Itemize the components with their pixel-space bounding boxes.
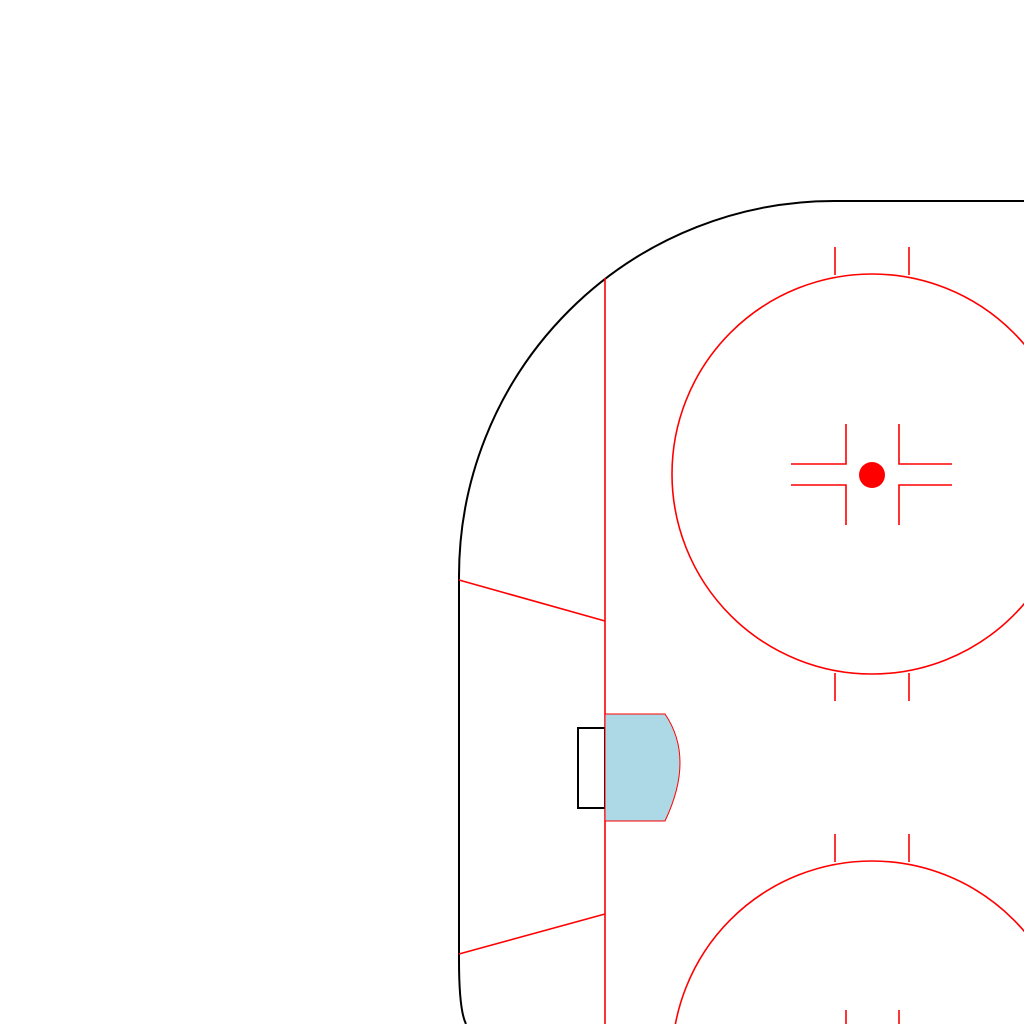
trapezoid-line-lower: [458, 913, 606, 955]
trapezoid-line-upper: [458, 579, 606, 622]
faceoff-circle-lower: [674, 860, 1024, 1024]
hash-marks-upper-circle: [834, 247, 910, 701]
goal-net: [577, 727, 606, 809]
faceoff-spot-markings-upper: [791, 424, 952, 525]
faceoff-circle-upper: [671, 273, 1024, 675]
rink-boards: [458, 199, 1024, 1024]
faceoff-spot-upper: [859, 462, 885, 488]
faceoff-spot-markings-lower: [845, 1010, 900, 1024]
goal-crease: [604, 713, 681, 822]
hash-marks-lower-circle: [834, 834, 910, 862]
